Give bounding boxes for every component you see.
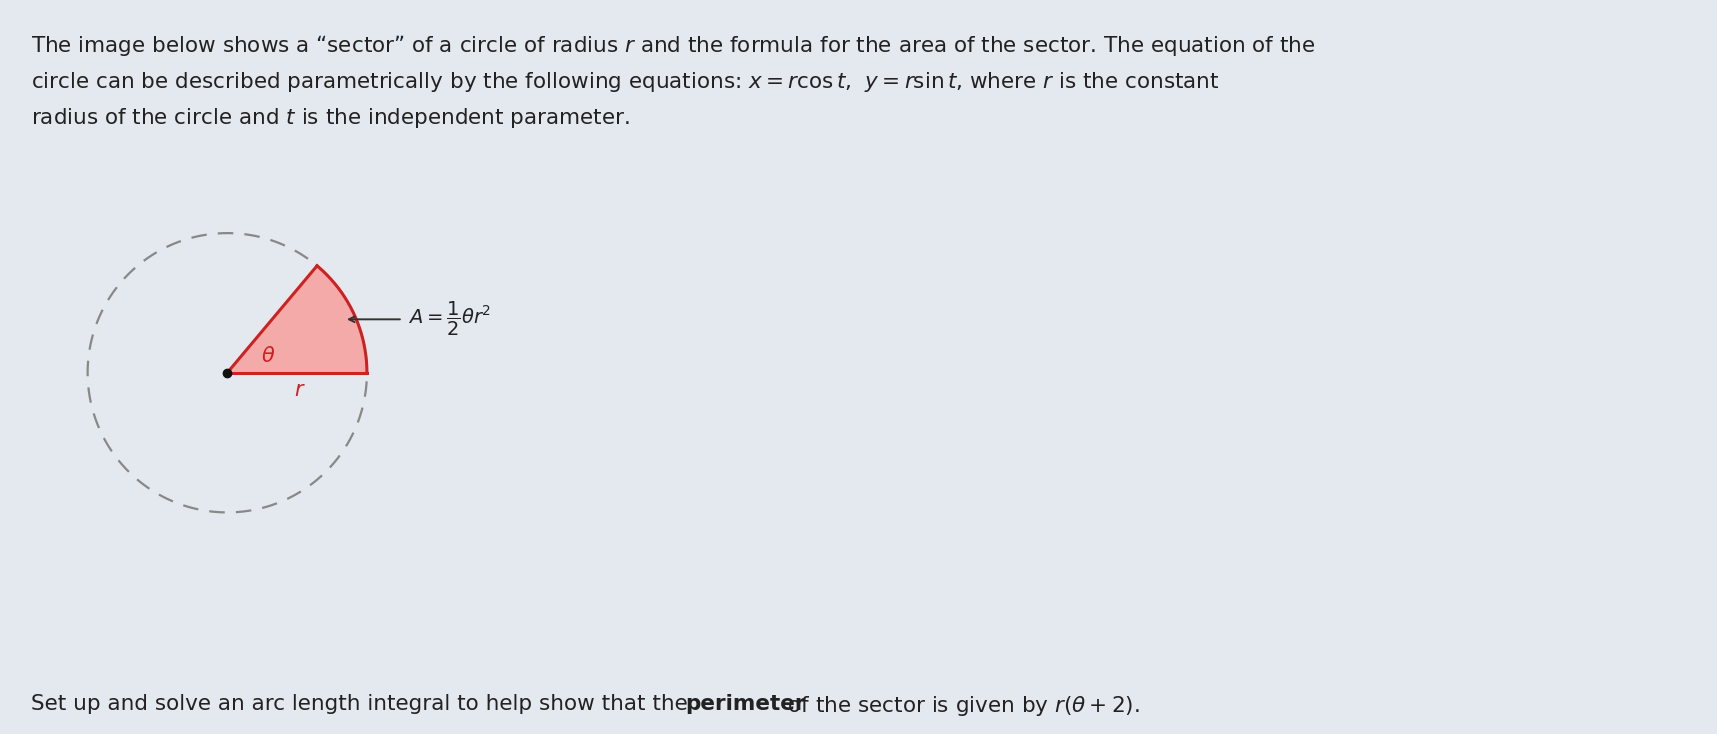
Polygon shape <box>227 266 367 373</box>
Text: $\theta$: $\theta$ <box>261 346 275 366</box>
Text: radius of the circle and $t$ is the independent parameter.: radius of the circle and $t$ is the inde… <box>31 106 630 131</box>
Text: Set up and solve an arc length integral to help show that the: Set up and solve an arc length integral … <box>31 694 695 713</box>
Text: $A = \dfrac{1}{2}\theta r^2$: $A = \dfrac{1}{2}\theta r^2$ <box>409 300 491 338</box>
Text: circle can be described parametrically by the following equations: $x = r\cos t$: circle can be described parametrically b… <box>31 70 1219 94</box>
Text: The image below shows a “sector” of a circle of radius $r$ and the formula for t: The image below shows a “sector” of a ci… <box>31 33 1315 58</box>
Text: $r$: $r$ <box>294 379 306 399</box>
Text: perimeter: perimeter <box>685 694 805 713</box>
Text: of the sector is given by $r(\theta + 2)$.: of the sector is given by $r(\theta + 2)… <box>781 694 1140 718</box>
